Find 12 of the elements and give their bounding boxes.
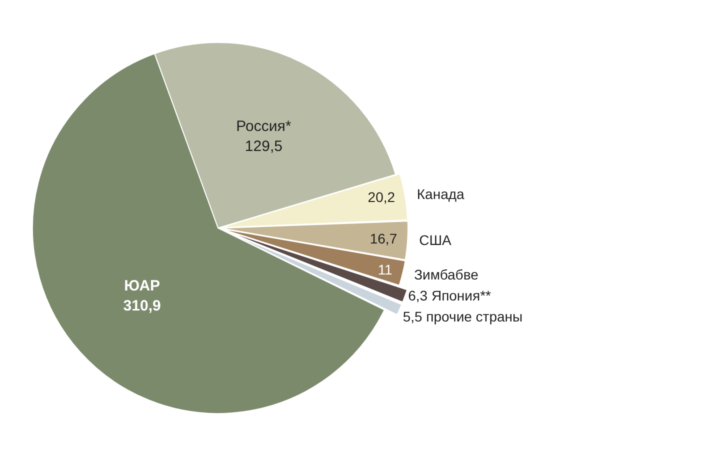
- slice-label: ЮАР: [124, 277, 160, 294]
- data-label: 16,7: [370, 230, 398, 247]
- slice-label: Зимбабве: [414, 266, 479, 282]
- slice-label: 5,5 прочие страны: [402, 308, 523, 324]
- data-label: 20,2: [368, 189, 396, 206]
- slice-label: Россия*: [236, 118, 292, 135]
- data-label: 11: [378, 262, 393, 278]
- slice-label: США: [419, 232, 452, 248]
- data-label: 310,9: [123, 297, 161, 314]
- slice-label: 6,3 Япония**: [408, 287, 492, 304]
- data-label: 129,5: [244, 138, 282, 155]
- slice-label: Канада: [416, 186, 465, 202]
